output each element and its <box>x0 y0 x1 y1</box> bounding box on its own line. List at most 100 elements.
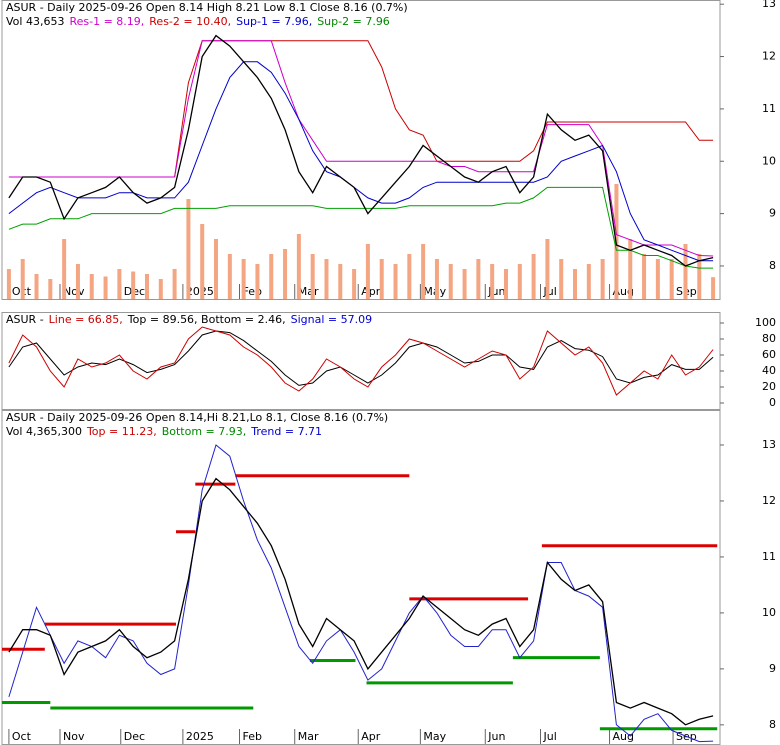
y-tick-label: 60 <box>762 348 776 361</box>
header-item: Top = 89.56, Bottom = 2.46, <box>127 313 286 326</box>
series-line <box>8 444 714 743</box>
header-line: Vol 4,365,300 Top = 11.23, Bottom = 7.93, T… <box>6 425 322 438</box>
header-line: ASUR - Daily 2025-09-26 Open 8.14 High 8… <box>6 1 408 14</box>
y-tick-label: 12 <box>762 50 776 63</box>
series-line <box>8 330 714 386</box>
series-line <box>8 40 714 257</box>
volume-bar <box>186 199 191 299</box>
volume-bar <box>214 239 219 299</box>
volume-bar <box>48 279 53 299</box>
plot-frame <box>1 410 721 745</box>
y-tick-label: 0 <box>769 396 776 409</box>
header-item: Vol 43,653 <box>6 15 64 28</box>
y-tick-label: 10 <box>762 154 776 167</box>
volume-bar <box>600 259 605 299</box>
x-tick-label: Nov <box>63 285 85 298</box>
volume-bar <box>255 264 260 299</box>
y-tick-label: 8 <box>769 259 776 272</box>
volume-bar <box>407 254 412 299</box>
x-tick-label: Feb <box>242 730 261 743</box>
y-tick-label: 13 <box>762 438 776 451</box>
volume-bar <box>241 259 246 299</box>
volume-bar <box>103 276 108 299</box>
x-tick-label: Nov <box>63 730 85 743</box>
series-line <box>8 186 714 269</box>
volume-bar <box>476 259 481 299</box>
plot-frame <box>1 0 721 300</box>
x-tick-label: Jul <box>543 730 557 743</box>
series-line <box>8 40 714 178</box>
volume-bar <box>269 254 274 299</box>
x-tick-label: Mar <box>298 730 319 743</box>
volume-bar <box>434 259 439 299</box>
series-line <box>8 477 714 726</box>
header-item: Vol 4,365,300 <box>6 425 82 438</box>
volume-bar <box>338 264 343 299</box>
volume-bar <box>283 249 288 299</box>
volume-bar <box>144 274 149 299</box>
volume-bar <box>517 264 522 299</box>
plot-frame <box>1 312 721 410</box>
volume-bar <box>669 259 674 299</box>
volume-bar <box>352 269 357 299</box>
y-tick-label: 80 <box>762 332 776 345</box>
header-item: ASUR - Daily 2025-09-26 Open 8.14 High 8… <box>6 1 408 14</box>
volume-bar <box>448 264 453 299</box>
volume-bar <box>490 264 495 299</box>
volume-bar <box>34 274 39 299</box>
volume-bar <box>628 239 633 299</box>
header-item: Trend = 7.71 <box>250 425 322 438</box>
header-item: ASUR - Daily 2025-09-26 Open 8.14,Hi 8.2… <box>6 411 388 424</box>
header-item: Top = 11.23, <box>86 425 157 438</box>
volume-bar <box>296 234 301 299</box>
volume-bar <box>75 264 80 299</box>
volume-bar <box>642 254 647 299</box>
header-item: ASUR - <box>6 313 44 326</box>
volume-bar <box>365 244 370 299</box>
x-tick-label: Jun <box>487 285 505 298</box>
y-tick-label: 8 <box>769 718 776 731</box>
volume-bar <box>503 269 508 299</box>
volume-bar <box>545 239 550 299</box>
y-tick-label: 9 <box>769 662 776 675</box>
x-tick-label: Mar <box>298 285 319 298</box>
volume-bar <box>62 239 67 299</box>
header-item: Signal = 57.09 <box>291 313 373 326</box>
volume-bar <box>131 271 136 299</box>
series-line <box>8 34 714 267</box>
header-line: Vol 43,653 Res-1 = 8.19, Res-2 = 10.40, Sup… <box>6 15 390 28</box>
volume-bar <box>586 264 591 299</box>
volume-bar <box>683 244 688 299</box>
volume-bar <box>531 254 536 299</box>
header-item: Bottom = 7.93, <box>162 425 247 438</box>
y-tick-label: 100 <box>755 316 776 329</box>
volume-bar <box>711 277 716 299</box>
y-tick-label: 9 <box>769 207 776 220</box>
x-tick-label: Apr <box>361 285 381 298</box>
series-line <box>8 61 714 262</box>
header-item: Sup-2 = 7.96 <box>317 15 390 28</box>
y-tick-label: 11 <box>762 550 776 563</box>
y-tick-label: 12 <box>762 494 776 507</box>
volume-bar <box>559 259 564 299</box>
volume-bar <box>421 244 426 299</box>
y-tick-label: 20 <box>762 380 776 393</box>
series-line <box>8 326 714 396</box>
volume-bar <box>310 254 315 299</box>
x-tick-label: Dec <box>124 730 145 743</box>
volume-bar <box>655 259 660 299</box>
volume-bar <box>20 259 25 299</box>
x-tick-label: Jul <box>543 285 557 298</box>
volume-bar <box>6 269 11 299</box>
y-tick-label: 40 <box>762 364 776 377</box>
y-tick-label: 10 <box>762 606 776 619</box>
volume-bar <box>379 259 384 299</box>
volume-bar <box>172 269 177 299</box>
volume-bar <box>697 254 702 299</box>
x-tick-label: May <box>423 730 446 743</box>
header-line: ASUR - Daily 2025-09-26 Open 8.14,Hi 8.2… <box>6 411 388 424</box>
x-tick-label: Aug <box>613 730 634 743</box>
x-tick-label: 2025 <box>186 285 214 298</box>
y-tick-label: 11 <box>762 102 776 115</box>
